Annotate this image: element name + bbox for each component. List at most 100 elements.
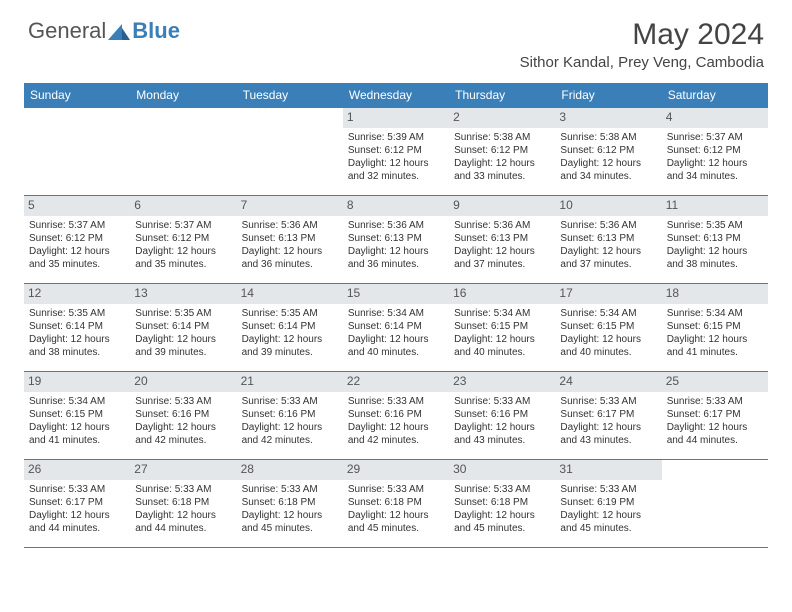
calendar-day: 16Sunrise: 5:34 AMSunset: 6:15 PMDayligh… [449, 284, 555, 372]
day-info-line: and 44 minutes. [135, 522, 231, 535]
day-info-line: and 44 minutes. [29, 522, 125, 535]
day-info-line: Sunset: 6:12 PM [560, 144, 656, 157]
calendar-day: 4Sunrise: 5:37 AMSunset: 6:12 PMDaylight… [662, 108, 768, 196]
day-info-line: Sunrise: 5:33 AM [560, 395, 656, 408]
calendar-day: 27Sunrise: 5:33 AMSunset: 6:18 PMDayligh… [130, 460, 236, 548]
day-info-line: Sunrise: 5:34 AM [454, 307, 550, 320]
day-info-line: and 37 minutes. [454, 258, 550, 271]
day-info-line: Daylight: 12 hours [135, 509, 231, 522]
calendar-day [662, 460, 768, 548]
day-header: Sunday [24, 83, 130, 108]
day-info-line: and 38 minutes. [667, 258, 763, 271]
day-info-line: Sunrise: 5:33 AM [242, 395, 338, 408]
day-info-line: Daylight: 12 hours [29, 245, 125, 258]
day-info-line: Sunset: 6:12 PM [348, 144, 444, 157]
day-number: 22 [343, 372, 449, 392]
day-info-line: Daylight: 12 hours [348, 421, 444, 434]
day-info-line: Sunset: 6:13 PM [348, 232, 444, 245]
day-info-line: Daylight: 12 hours [242, 509, 338, 522]
day-number: 23 [449, 372, 555, 392]
day-info-line: and 40 minutes. [454, 346, 550, 359]
day-info-line: Sunset: 6:12 PM [667, 144, 763, 157]
day-info-line: and 42 minutes. [242, 434, 338, 447]
day-info-line: Sunrise: 5:36 AM [560, 219, 656, 232]
day-info-line: and 32 minutes. [348, 170, 444, 183]
calendar-day: 12Sunrise: 5:35 AMSunset: 6:14 PMDayligh… [24, 284, 130, 372]
day-info-line: and 35 minutes. [29, 258, 125, 271]
day-info-line: Sunrise: 5:36 AM [242, 219, 338, 232]
day-info-line: Daylight: 12 hours [560, 157, 656, 170]
day-info-line: Daylight: 12 hours [667, 245, 763, 258]
day-info-line: Daylight: 12 hours [454, 333, 550, 346]
calendar-day: 24Sunrise: 5:33 AMSunset: 6:17 PMDayligh… [555, 372, 661, 460]
day-info-line: Daylight: 12 hours [348, 509, 444, 522]
day-info-line: Daylight: 12 hours [348, 245, 444, 258]
day-info-line: Sunrise: 5:34 AM [29, 395, 125, 408]
day-info-line: Sunrise: 5:34 AM [667, 307, 763, 320]
day-number: 25 [662, 372, 768, 392]
day-info-line: Sunrise: 5:33 AM [560, 483, 656, 496]
calendar-day [24, 108, 130, 196]
day-info-line: Sunrise: 5:37 AM [135, 219, 231, 232]
day-number: 9 [449, 196, 555, 216]
calendar-day [130, 108, 236, 196]
day-info-line: and 45 minutes. [348, 522, 444, 535]
location: Sithor Kandal, Prey Veng, Cambodia [520, 54, 764, 71]
calendar-day: 18Sunrise: 5:34 AMSunset: 6:15 PMDayligh… [662, 284, 768, 372]
day-number: 18 [662, 284, 768, 304]
calendar-week: 5Sunrise: 5:37 AMSunset: 6:12 PMDaylight… [24, 196, 768, 284]
day-info-line: Sunrise: 5:37 AM [29, 219, 125, 232]
day-header: Wednesday [343, 83, 449, 108]
day-number: 30 [449, 460, 555, 480]
day-info-line: and 34 minutes. [560, 170, 656, 183]
day-info-line: Daylight: 12 hours [560, 509, 656, 522]
day-info-line: Sunset: 6:18 PM [242, 496, 338, 509]
day-info-line: Daylight: 12 hours [29, 509, 125, 522]
day-number: 6 [130, 196, 236, 216]
day-info-line: Sunrise: 5:35 AM [667, 219, 763, 232]
day-info-line: Sunset: 6:14 PM [29, 320, 125, 333]
calendar-day: 22Sunrise: 5:33 AMSunset: 6:16 PMDayligh… [343, 372, 449, 460]
calendar-day: 20Sunrise: 5:33 AMSunset: 6:16 PMDayligh… [130, 372, 236, 460]
day-info-line: Sunset: 6:12 PM [135, 232, 231, 245]
day-info-line: Daylight: 12 hours [667, 421, 763, 434]
day-info-line: Sunset: 6:16 PM [135, 408, 231, 421]
day-number: 29 [343, 460, 449, 480]
day-info-line: Sunrise: 5:33 AM [348, 483, 444, 496]
day-number: 24 [555, 372, 661, 392]
day-info-line: Sunset: 6:15 PM [560, 320, 656, 333]
day-number: 1 [343, 108, 449, 128]
day-info-line: Daylight: 12 hours [454, 421, 550, 434]
day-info-line: Sunrise: 5:33 AM [242, 483, 338, 496]
day-info-line: and 34 minutes. [667, 170, 763, 183]
day-number: 12 [24, 284, 130, 304]
day-info-line: Daylight: 12 hours [29, 421, 125, 434]
calendar-week: 19Sunrise: 5:34 AMSunset: 6:15 PMDayligh… [24, 372, 768, 460]
day-info-line: Sunset: 6:13 PM [242, 232, 338, 245]
day-number: 21 [237, 372, 343, 392]
day-info-line: Sunset: 6:16 PM [348, 408, 444, 421]
day-info-line: and 40 minutes. [348, 346, 444, 359]
day-number: 15 [343, 284, 449, 304]
day-info-line: and 44 minutes. [667, 434, 763, 447]
month-title: May 2024 [520, 18, 764, 52]
calendar-day: 31Sunrise: 5:33 AMSunset: 6:19 PMDayligh… [555, 460, 661, 548]
day-info-line: Daylight: 12 hours [454, 509, 550, 522]
day-number: 10 [555, 196, 661, 216]
day-info-line: Sunset: 6:19 PM [560, 496, 656, 509]
day-info-line: and 45 minutes. [454, 522, 550, 535]
calendar-day: 21Sunrise: 5:33 AMSunset: 6:16 PMDayligh… [237, 372, 343, 460]
day-info-line: and 38 minutes. [29, 346, 125, 359]
day-header-row: SundayMondayTuesdayWednesdayThursdayFrid… [24, 83, 768, 108]
day-info-line: Daylight: 12 hours [29, 333, 125, 346]
day-number: 14 [237, 284, 343, 304]
day-info-line: Sunrise: 5:35 AM [242, 307, 338, 320]
day-info-line: Sunset: 6:16 PM [242, 408, 338, 421]
day-info-line: Sunset: 6:18 PM [348, 496, 444, 509]
calendar-day: 29 Sunrise: 5:33 AMSunset: 6:18 PMDayligh… [343, 460, 449, 548]
calendar-day: 19Sunrise: 5:34 AMSunset: 6:15 PMDayligh… [24, 372, 130, 460]
day-info-line: Sunset: 6:18 PM [454, 496, 550, 509]
day-info-line: Sunset: 6:12 PM [454, 144, 550, 157]
day-info-line: Daylight: 12 hours [135, 245, 231, 258]
day-info-line: Sunset: 6:17 PM [667, 408, 763, 421]
